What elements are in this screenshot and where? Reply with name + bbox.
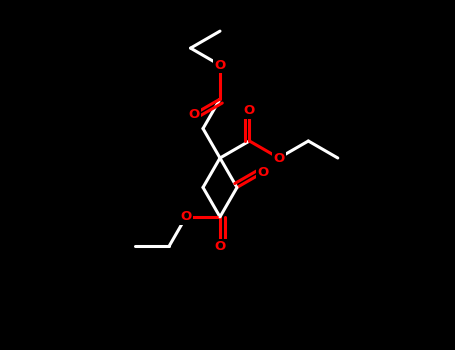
Text: O: O [244, 105, 255, 118]
Text: O: O [180, 210, 192, 223]
Text: O: O [188, 107, 200, 121]
Text: O: O [214, 240, 226, 253]
Text: O: O [214, 58, 226, 72]
Text: O: O [273, 152, 284, 164]
Text: O: O [258, 166, 268, 179]
